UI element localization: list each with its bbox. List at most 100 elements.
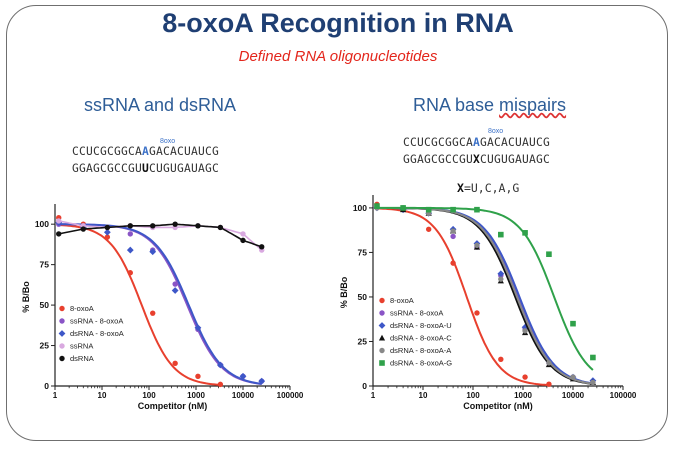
legend-entry: 8-oxoA	[70, 304, 94, 313]
y-tick-label: 100	[353, 203, 367, 213]
right-sequence-top: CCUCGCGGCAAGACACUAUCG	[403, 136, 550, 149]
seq-part: CCUCGCGGCA	[72, 145, 143, 158]
right-8oxo-label: 8oxo	[488, 128, 504, 135]
y-tick-label: 25	[40, 341, 50, 351]
series-4	[56, 221, 265, 250]
y-tick-label: 0	[44, 381, 49, 391]
right-sequence-bottom: GGAGCGCCGUXCUGUGAUAGC	[403, 153, 550, 166]
fit-curve	[58, 220, 263, 251]
x-tick-label: 1000	[187, 391, 205, 400]
data-point	[379, 297, 385, 304]
chart-left: 0 25 50 75 100 1 10 100 1000 10000 100000 Competito…	[21, 204, 304, 411]
x-tick-label: 100	[142, 391, 156, 400]
data-point	[103, 228, 111, 236]
data-point	[546, 381, 552, 387]
data-point	[150, 310, 156, 316]
data-point	[498, 356, 504, 362]
data-point	[195, 223, 201, 229]
data-point	[378, 334, 386, 341]
data-point	[590, 379, 596, 386]
y-tick-label: 50	[40, 300, 50, 310]
slide-title: 8-oxoA Recognition in RNA	[162, 8, 514, 38]
x-tick-label: 1	[371, 391, 376, 400]
data-point	[425, 206, 432, 213]
mispair-symbol: X	[457, 181, 464, 195]
data-point	[425, 226, 432, 232]
data-point	[195, 373, 201, 379]
data-point	[150, 223, 156, 229]
data-point	[258, 377, 266, 385]
data-point	[498, 231, 504, 238]
seq-part: GACACUAUCG	[149, 145, 220, 158]
right-section-heading: RNA base mispairs	[413, 95, 566, 116]
legend-entry: ssRNA - 8-oxoA	[390, 309, 443, 318]
data-point	[59, 343, 65, 349]
seq-part: GGAGCGCCGU	[72, 162, 143, 175]
data-point	[171, 287, 179, 294]
seq-mispair-base: X	[473, 153, 481, 166]
legend: 8-oxoA ssRNA - 8-oxoA dsRNA - 8-oxoA-U dsRN…	[378, 296, 452, 368]
data-point	[378, 322, 386, 329]
data-point	[240, 231, 246, 237]
data-point	[59, 355, 65, 362]
fit-curve	[58, 223, 262, 248]
data-point	[56, 218, 62, 224]
data-point	[58, 330, 66, 337]
data-point	[216, 361, 224, 369]
y-tick-label: 0	[362, 381, 367, 391]
data-point	[450, 233, 456, 240]
x-axis-label: Competitor (nM)	[463, 401, 533, 411]
slide-subtitle: Defined RNA oligonucleotides	[238, 48, 438, 65]
x-tick-label: 100	[466, 391, 480, 400]
fit-curve	[58, 223, 262, 385]
data-point	[546, 251, 552, 258]
legend-entry: dsRNA - 8-oxoA-C	[390, 334, 452, 343]
data-point	[239, 372, 247, 380]
legend-entry: dsRNA - 8-oxoA-G	[390, 359, 452, 368]
data-point	[379, 347, 385, 354]
seq-part: GACACUAUCG	[480, 136, 551, 149]
data-point	[450, 206, 456, 213]
data-point	[570, 374, 576, 380]
legend: 8-oxoA ssRNA - 8-oxoA dsRNA - 8-oxoA ssRNA d…	[58, 304, 124, 363]
data-point	[590, 354, 596, 361]
x-axis-label: Competitor (nM)	[138, 401, 208, 411]
data-point	[498, 276, 504, 282]
data-point	[474, 242, 480, 249]
data-point	[379, 360, 385, 366]
y-axis-label: % B/Bo	[339, 276, 349, 308]
data-point	[217, 381, 224, 388]
mispair-definition: X=U,C,A,G	[457, 181, 519, 195]
data-point	[522, 374, 528, 380]
fit-curve	[377, 206, 594, 371]
data-point	[379, 310, 385, 316]
seq-part: CUGUGAUAGC	[149, 162, 220, 175]
y-tick-label: 25	[358, 336, 368, 346]
data-point	[474, 310, 480, 316]
data-point	[194, 324, 202, 332]
data-point	[217, 224, 224, 231]
data-point	[546, 360, 552, 366]
legend-entry: dsRNA	[70, 354, 94, 363]
data-point	[450, 260, 456, 266]
data-point	[127, 270, 133, 276]
data-point	[104, 224, 111, 231]
left-sequence-top: CCUCGCGGCAAGACACUAUCG	[72, 145, 219, 158]
series-5	[374, 203, 596, 371]
x-tick-label: 100000	[277, 391, 304, 400]
x-tick-label: 1	[53, 391, 58, 400]
right-heading-part-1: RNA base	[413, 95, 500, 115]
data-point	[522, 230, 528, 236]
data-point	[127, 231, 133, 237]
y-tick-label: 75	[358, 247, 368, 257]
data-point	[59, 305, 65, 312]
x-tick-label: 100000	[610, 391, 637, 400]
x-tick-label: 10000	[562, 391, 585, 400]
data-point	[126, 246, 134, 254]
x-tick-label: 1000	[514, 391, 532, 400]
seq-modified-base: A	[473, 136, 481, 149]
data-point	[474, 206, 480, 213]
y-tick-label: 50	[358, 292, 368, 302]
data-point	[127, 223, 133, 229]
left-8oxo-label: 8oxo	[160, 138, 176, 145]
